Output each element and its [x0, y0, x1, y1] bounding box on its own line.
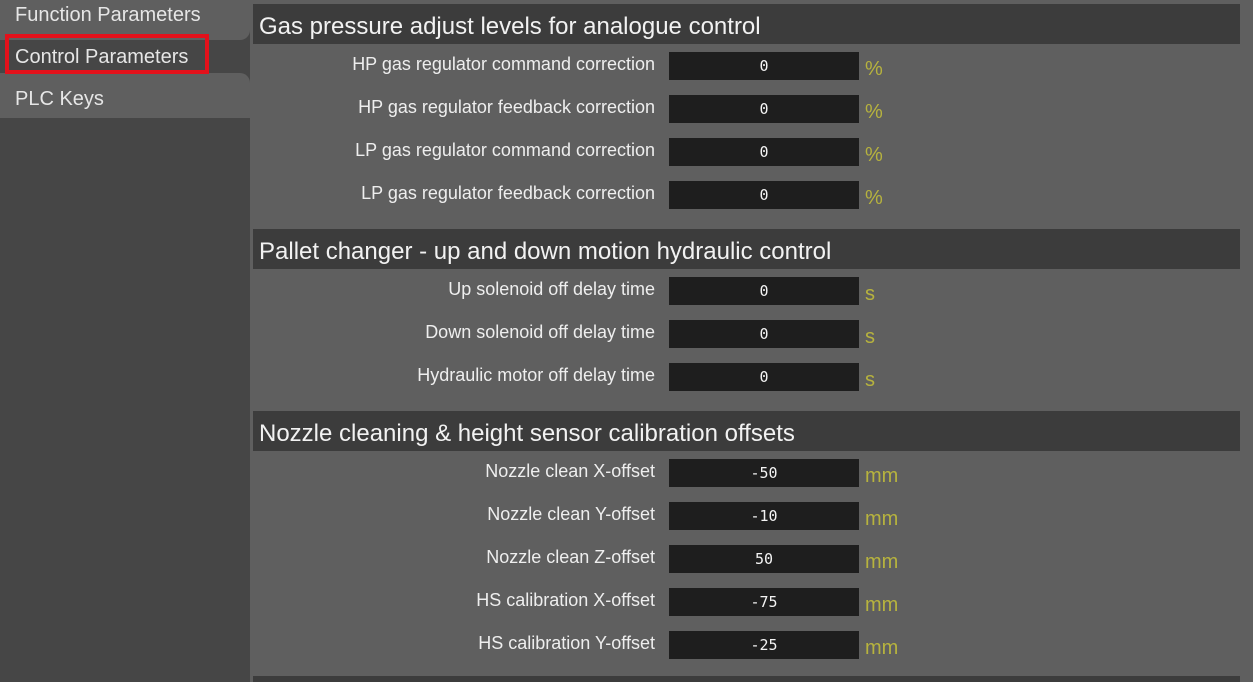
param-value-field[interactable]: -75 [669, 588, 859, 616]
param-label: HP gas regulator feedback correction [358, 97, 655, 117]
section-header-gas-pressure: Gas pressure adjust levels for analogue … [253, 4, 1240, 44]
parameters-panel: Gas pressure adjust levels for analogue … [253, 0, 1253, 682]
param-value-field[interactable]: 50 [669, 545, 859, 573]
param-label: HP gas regulator command correction [352, 54, 655, 74]
param-row: Up solenoid off delay time 0 s [253, 277, 1240, 305]
tab-function-parameters[interactable]: Function Parameters [0, 0, 250, 40]
param-label: Nozzle clean Y-offset [487, 504, 655, 524]
param-row: Down solenoid off delay time 0 s [253, 320, 1240, 348]
param-value-field[interactable]: -25 [669, 631, 859, 659]
param-label: Nozzle clean Z-offset [486, 547, 655, 567]
param-row: Nozzle clean Z-offset 50 mm [253, 545, 1240, 573]
param-label: LP gas regulator command correction [355, 140, 655, 160]
param-value-field[interactable]: -50 [669, 459, 859, 487]
param-label: Down solenoid off delay time [425, 322, 655, 342]
param-unit: mm [865, 551, 899, 573]
param-unit: s [865, 326, 875, 348]
param-row: Nozzle clean Y-offset -10 mm [253, 502, 1240, 530]
param-unit: % [865, 101, 883, 123]
param-value-field[interactable]: 0 [669, 320, 859, 348]
param-label: HS calibration Y-offset [478, 633, 655, 653]
tab-label: PLC Keys [15, 88, 104, 110]
next-section-header-edge [253, 676, 1240, 682]
param-value-field[interactable]: 0 [669, 181, 859, 209]
section-header-nozzle-cleaning: Nozzle cleaning & height sensor calibrat… [253, 411, 1240, 451]
tab-label: Function Parameters [15, 4, 201, 26]
param-label: Up solenoid off delay time [448, 279, 655, 299]
param-label: LP gas regulator feedback correction [361, 183, 655, 203]
param-label: Nozzle clean X-offset [485, 461, 655, 481]
param-unit: mm [865, 594, 899, 616]
param-row: Nozzle clean X-offset -50 mm [253, 459, 1240, 487]
param-value-field[interactable]: 0 [669, 277, 859, 305]
param-label: Hydraulic motor off delay time [417, 365, 655, 385]
param-label: HS calibration X-offset [476, 590, 655, 610]
param-row: HP gas regulator command correction 0 % [253, 52, 1240, 80]
param-unit: s [865, 283, 875, 305]
section-title: Pallet changer - up and down motion hydr… [259, 238, 832, 265]
param-value-field[interactable]: -10 [669, 502, 859, 530]
param-unit: mm [865, 637, 899, 659]
param-unit: s [865, 369, 875, 391]
tab-plc-keys[interactable]: PLC Keys [0, 73, 250, 118]
param-row: HP gas regulator feedback correction 0 % [253, 95, 1240, 123]
param-value-field[interactable]: 0 [669, 363, 859, 391]
tab-label: Control Parameters [15, 46, 189, 68]
param-row: LP gas regulator feedback correction 0 % [253, 181, 1240, 209]
param-unit: mm [865, 465, 899, 487]
tab-control-parameters[interactable]: Control Parameters [0, 40, 250, 73]
param-value-field[interactable]: 0 [669, 95, 859, 123]
param-value-field[interactable]: 0 [669, 138, 859, 166]
param-row: HS calibration Y-offset -25 mm [253, 631, 1240, 659]
section-header-pallet-changer: Pallet changer - up and down motion hydr… [253, 229, 1240, 269]
param-row: Hydraulic motor off delay time 0 s [253, 363, 1240, 391]
param-unit: % [865, 144, 883, 166]
section-title: Gas pressure adjust levels for analogue … [259, 13, 761, 40]
param-value-field[interactable]: 0 [669, 52, 859, 80]
param-unit: % [865, 187, 883, 209]
section-title: Nozzle cleaning & height sensor calibrat… [259, 420, 795, 447]
param-unit: % [865, 58, 883, 80]
param-row: HS calibration X-offset -75 mm [253, 588, 1240, 616]
param-unit: mm [865, 508, 899, 530]
param-row: LP gas regulator command correction 0 % [253, 138, 1240, 166]
sidebar: Function Parameters Control Parameters P… [0, 0, 250, 682]
